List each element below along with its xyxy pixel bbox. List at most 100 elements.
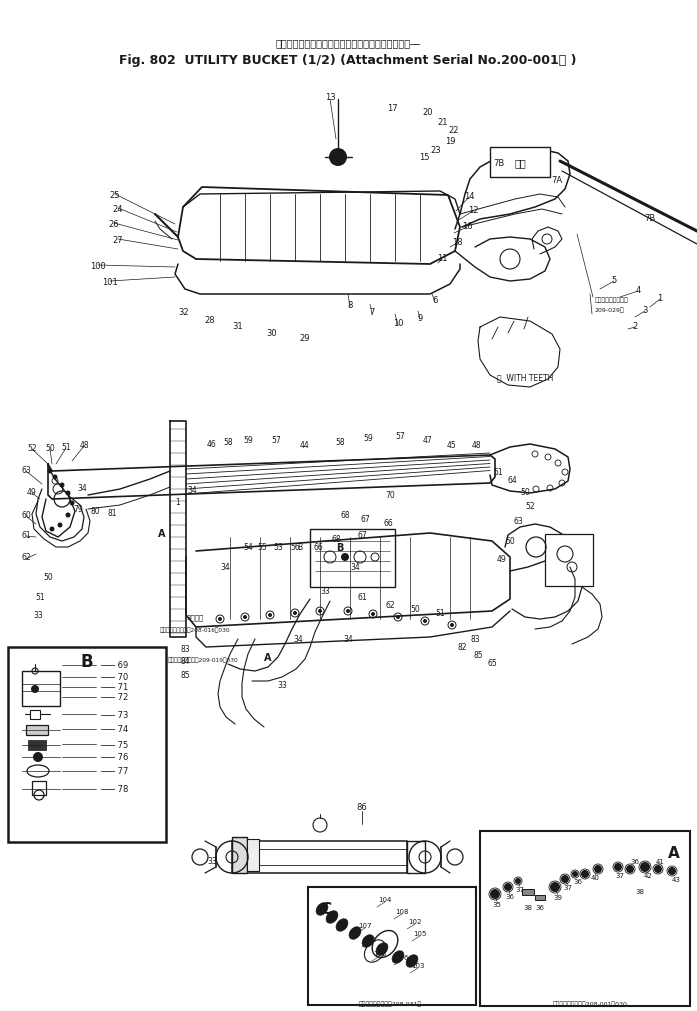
Circle shape — [396, 616, 400, 620]
Circle shape — [52, 475, 57, 480]
Text: 82: 82 — [457, 643, 467, 652]
Text: 70: 70 — [385, 490, 395, 499]
Text: ─── 77: ─── 77 — [100, 766, 128, 775]
Circle shape — [66, 513, 70, 518]
Text: 65: 65 — [487, 659, 497, 668]
Text: 50: 50 — [45, 443, 55, 452]
Text: 60: 60 — [21, 510, 31, 519]
Text: 57: 57 — [395, 431, 405, 440]
Circle shape — [59, 483, 65, 488]
Text: 6: 6 — [432, 295, 438, 304]
Text: 85: 85 — [473, 651, 483, 660]
Text: A: A — [668, 845, 680, 860]
Circle shape — [550, 883, 560, 892]
Text: 36: 36 — [574, 879, 583, 885]
Circle shape — [218, 618, 222, 622]
Bar — [22, 671, 60, 707]
Ellipse shape — [328, 914, 335, 921]
Text: 33: 33 — [207, 856, 217, 865]
Ellipse shape — [392, 950, 404, 963]
Ellipse shape — [349, 927, 361, 939]
Text: 52: 52 — [27, 443, 37, 452]
Ellipse shape — [378, 945, 385, 952]
Text: 20: 20 — [423, 107, 434, 116]
Ellipse shape — [365, 937, 372, 944]
Text: 16: 16 — [461, 221, 473, 231]
Text: 52: 52 — [525, 501, 535, 510]
Text: 104: 104 — [378, 896, 392, 902]
Text: ─── 72: ─── 72 — [100, 693, 128, 702]
Text: 61: 61 — [21, 530, 31, 539]
Ellipse shape — [395, 953, 401, 960]
Circle shape — [490, 889, 500, 899]
Text: アタッチメント号機208-031～: アタッチメント号機208-031～ — [358, 1000, 422, 1006]
Text: 100: 100 — [90, 261, 106, 270]
Text: 7A: 7A — [551, 175, 562, 184]
Text: 45: 45 — [447, 440, 457, 449]
Text: 7B: 7B — [493, 159, 505, 168]
Circle shape — [423, 620, 427, 624]
Text: 7: 7 — [369, 307, 375, 316]
Text: 14: 14 — [464, 191, 474, 200]
Text: 38: 38 — [636, 888, 645, 894]
Text: 29: 29 — [300, 334, 310, 342]
Circle shape — [561, 876, 569, 884]
Text: 108: 108 — [395, 908, 408, 914]
Text: ＊  WITH TEETH: ＊ WITH TEETH — [497, 373, 553, 382]
Bar — [26, 725, 48, 735]
Text: 15: 15 — [419, 153, 429, 162]
Ellipse shape — [319, 906, 325, 913]
Text: ─── 75: ─── 75 — [100, 740, 128, 749]
Text: 106: 106 — [395, 954, 408, 960]
Text: 64: 64 — [507, 475, 517, 484]
Text: 61: 61 — [357, 592, 367, 602]
Text: 33: 33 — [277, 680, 287, 690]
Text: 11: 11 — [437, 253, 447, 262]
Text: 3: 3 — [643, 305, 648, 314]
Text: 36: 36 — [535, 904, 544, 910]
Text: 85: 85 — [181, 670, 190, 678]
Circle shape — [70, 501, 75, 506]
Text: 7B: 7B — [644, 213, 656, 222]
Bar — [232, 837, 247, 874]
Circle shape — [594, 865, 602, 874]
Text: 10: 10 — [392, 318, 404, 328]
Text: 103: 103 — [411, 962, 424, 969]
Text: 59: 59 — [363, 433, 373, 442]
Bar — [247, 839, 259, 871]
Ellipse shape — [376, 943, 388, 955]
Text: 59: 59 — [243, 435, 253, 444]
Text: 19: 19 — [445, 136, 455, 146]
Text: 34: 34 — [350, 563, 360, 572]
Circle shape — [572, 871, 578, 878]
Text: ─── 71: ─── 71 — [100, 682, 128, 692]
Circle shape — [47, 469, 52, 474]
Text: 81: 81 — [107, 509, 117, 518]
Text: 105: 105 — [413, 930, 427, 936]
Text: 80: 80 — [90, 507, 100, 516]
Text: 51: 51 — [493, 467, 503, 476]
Text: 38: 38 — [523, 904, 533, 910]
Text: 31: 31 — [233, 321, 243, 331]
Text: 21: 21 — [438, 117, 448, 126]
Text: 103: 103 — [374, 950, 387, 956]
Text: アタッチメント号機208-001～030: アタッチメント号機208-001～030 — [553, 1000, 627, 1006]
Text: 49: 49 — [27, 487, 37, 496]
Text: A: A — [158, 529, 166, 539]
Ellipse shape — [336, 919, 348, 931]
Text: 13: 13 — [325, 92, 335, 101]
Bar — [480, 831, 690, 1006]
Text: 48: 48 — [471, 440, 481, 449]
Text: 62: 62 — [21, 553, 31, 562]
Text: 22: 22 — [449, 125, 459, 134]
Text: 54: 54 — [243, 543, 253, 552]
Text: 23: 23 — [431, 146, 441, 155]
Bar — [308, 887, 476, 1005]
Text: 1: 1 — [657, 293, 663, 302]
Text: 34: 34 — [293, 635, 303, 644]
Text: 53: 53 — [273, 543, 283, 552]
Ellipse shape — [339, 921, 346, 929]
Text: ユーティリティバケット　　アタッチメント号機　―: ユーティリティバケット アタッチメント号機 ― — [275, 38, 420, 48]
Circle shape — [318, 610, 322, 614]
Text: 28: 28 — [205, 315, 215, 325]
